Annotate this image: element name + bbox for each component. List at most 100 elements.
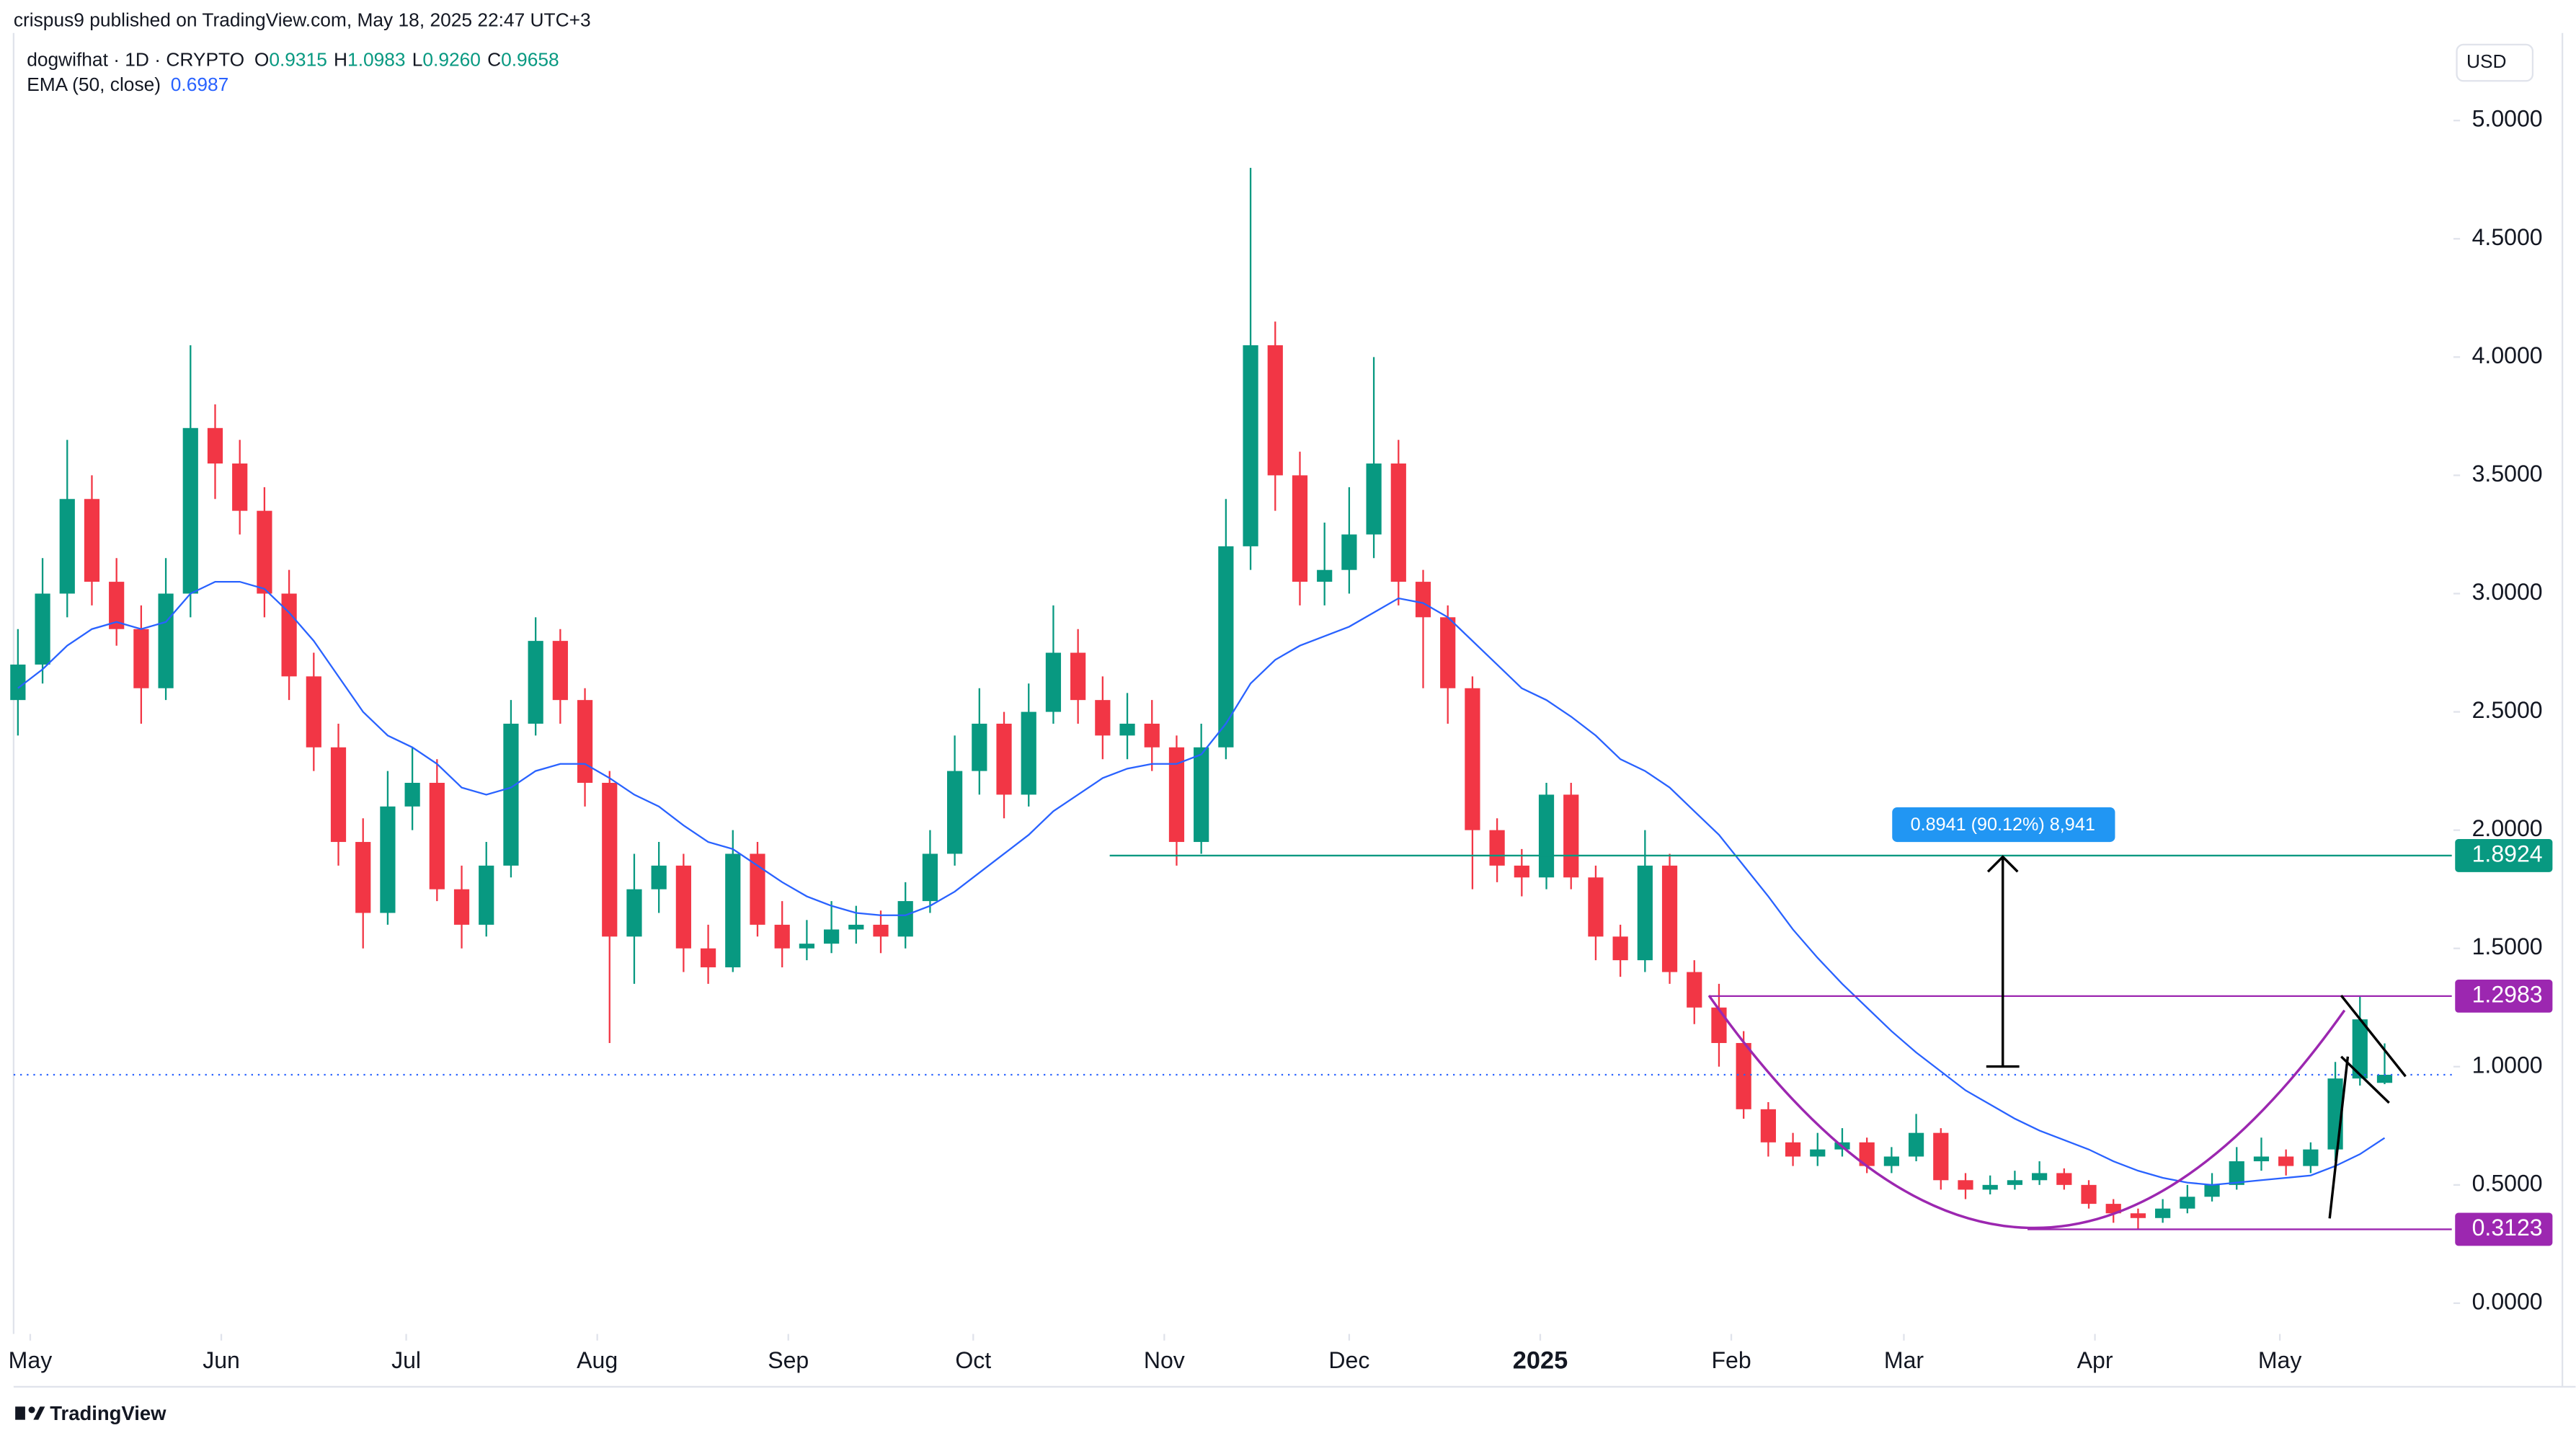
candle-body (1489, 830, 1505, 866)
y-tick-label: 3.0000 (2472, 579, 2543, 605)
candle-body (1070, 652, 1086, 701)
y-tick-label: 4.0000 (2472, 342, 2543, 368)
x-tick-label: Apr (2077, 1347, 2113, 1373)
candle-body (1292, 475, 1308, 582)
ema-header: EMA (50, close) 0.6987 (27, 74, 228, 95)
ema-line (17, 580, 2386, 1186)
candle-body (2007, 1180, 2023, 1185)
candle-body (1194, 747, 1209, 843)
plot-area: 0.0000 0.5000 1.0000 1.5000 2.0000 2.5000 3.00… (9, 106, 2553, 1375)
candle-body (2278, 1156, 2294, 1166)
candle-body (1267, 345, 1283, 476)
ohlc-key: H (334, 49, 347, 71)
footer-logo: TradingView (15, 1402, 166, 1424)
x-tick-label: Sep (768, 1347, 809, 1373)
candle-body (479, 865, 494, 925)
candle-body (897, 901, 913, 937)
candle-body (2081, 1184, 2097, 1204)
logo-mark (28, 1406, 35, 1414)
candle-body (1168, 747, 1185, 843)
candle-body (281, 593, 297, 677)
y-tick-label: 1.5000 (2472, 933, 2543, 959)
candle-body (823, 929, 840, 944)
candle-body (700, 948, 716, 967)
candle-body (2229, 1161, 2244, 1185)
ema-label: EMA (50, close) (27, 74, 161, 95)
candle-body (2155, 1208, 2171, 1218)
measure-label: 0.8941 (90.12%) 8,941 (1911, 815, 2095, 835)
candle-body (2130, 1213, 2146, 1218)
y-tick-label: 3.5000 (2472, 461, 2543, 487)
candle-body (1538, 794, 1555, 878)
candle-body (1341, 534, 1357, 570)
ohlc-value: 0.9658 (501, 49, 559, 71)
candle-body (1095, 700, 1111, 736)
candle-body (1736, 1042, 1751, 1109)
candle-body (1021, 711, 1036, 795)
y-tick-label: 0.0000 (2472, 1288, 2543, 1314)
candle-body (1366, 463, 1382, 535)
level-label: 1.8924 (2472, 840, 2543, 866)
candle-body (972, 723, 987, 771)
candle-body (2204, 1184, 2220, 1197)
candle-body (2303, 1149, 2319, 1166)
candle-body (1243, 345, 1258, 546)
y-tick-label: 2.0000 (2472, 815, 2543, 841)
candle-body (552, 641, 568, 701)
x-tick-label: Mar (1884, 1347, 1924, 1373)
x-tick-label: Jun (203, 1347, 240, 1373)
ohlc-value: 0.9315 (269, 49, 327, 71)
candle-body (330, 747, 347, 843)
candle-body (1711, 1007, 1727, 1043)
logo-mark (15, 1406, 25, 1420)
candle-body (1859, 1142, 1875, 1166)
candle-body (1045, 652, 1062, 712)
candle-body (1661, 865, 1678, 972)
candle-body (503, 723, 519, 866)
candle-body (947, 771, 963, 854)
y-tick-label: 4.5000 (2472, 224, 2543, 250)
candle-body (1982, 1184, 1998, 1190)
candle-body (2180, 1197, 2195, 1209)
candle-body (922, 853, 938, 902)
candle-body (2056, 1173, 2072, 1185)
ema-value: 0.6987 (171, 74, 229, 95)
candle-body (182, 427, 198, 594)
x-tick-label: May (2258, 1347, 2302, 1373)
candle-body (774, 924, 790, 949)
candle-body (429, 783, 445, 889)
flag-line (2340, 1055, 2390, 1104)
x-tick-label: Oct (955, 1347, 991, 1373)
currency[interactable]: USD (2466, 50, 2507, 72)
ohlc-value: 0.9260 (422, 49, 481, 71)
candle-body (602, 783, 618, 937)
candle-body (2376, 1075, 2393, 1083)
candle-body (2105, 1204, 2121, 1214)
y-tick-label: 2.5000 (2472, 697, 2543, 723)
level-label: 1.2983 (2472, 981, 2543, 1007)
candle-body (1687, 972, 1702, 1008)
ohlc-key: C (487, 49, 501, 71)
x-tick-label: Feb (1711, 1347, 1751, 1373)
candle-body (848, 924, 864, 930)
measure-label-box (1892, 807, 2115, 843)
candle-body (996, 723, 1012, 795)
candle-body (799, 944, 814, 949)
candle-body (1390, 463, 1406, 582)
candle-body (380, 806, 396, 913)
candle-body (725, 853, 741, 967)
y-tick-label: 5.0000 (2472, 106, 2543, 132)
candle-body (59, 499, 75, 594)
candle-body (651, 865, 667, 889)
candle-body (207, 427, 223, 464)
candle-body (84, 499, 100, 582)
candle-body (2032, 1173, 2048, 1181)
cup-curve (1707, 995, 2346, 1230)
candle-body (306, 676, 321, 747)
candle-body (453, 889, 470, 925)
candle-body (257, 510, 272, 594)
currency-box[interactable] (2456, 43, 2534, 82)
